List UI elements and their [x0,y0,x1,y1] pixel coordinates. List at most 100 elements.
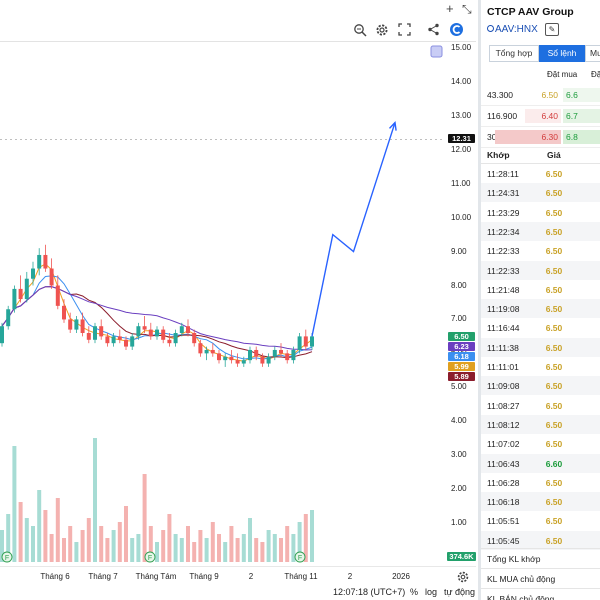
candle-body [55,285,60,306]
trade-price: 6.50 [545,535,563,546]
trade-price-header: Giá [547,150,561,160]
candle-body [130,336,135,347]
time-axis-label: Tháng 7 [88,572,118,581]
volume-bar [279,538,283,562]
indicator-price-tag: 6.50 [448,332,475,341]
trade-time: 11:16:44 [487,323,520,334]
auto-toggle[interactable]: tự động [444,587,476,597]
trade-row[interactable]: 11:22:33 6.50 [481,260,600,280]
edit-icon[interactable]: ✎ [545,23,559,36]
fullscreen-icon[interactable] [398,23,411,36]
trade-price: 6.50 [545,419,563,430]
chart-toggle-button[interactable] [430,45,443,58]
trade-row[interactable]: 11:28:11 6.50 [481,164,600,183]
trade-row[interactable]: 11:16:44 6.50 [481,318,600,337]
trade-row[interactable]: 11:06:18 6.50 [481,492,600,512]
trade-row[interactable]: 11:09:08 6.50 [481,376,600,396]
candle-body [161,329,166,340]
volume-bar [142,474,147,562]
trade-row[interactable]: 11:05:51 6.50 [481,511,600,530]
chart-status-bar: 12:07:18 (UTC+7) % log tự động [0,584,476,600]
chart-window-bar: + ⤡ [0,0,476,18]
tab-summary[interactable]: Tổng hợp [489,45,539,62]
candle-body [229,356,234,361]
trade-price: 6.50 [545,362,563,372]
projection-line[interactable] [311,122,396,337]
trade-row[interactable]: 11:19:08 6.50 [481,299,600,319]
tab-order-book[interactable]: Sổ lệnh [539,45,585,62]
order-book-row[interactable]: 43.300 6.50 6.6 [481,84,600,106]
event-marker[interactable] [144,551,156,563]
candle-body [93,326,97,340]
trade-row[interactable]: 11:11:38 6.50 [481,337,600,357]
log-toggle[interactable]: log [425,587,438,597]
volume-bar [241,534,246,562]
trade-row[interactable]: 11:21:48 6.50 [481,280,600,299]
event-marker[interactable] [1,551,13,563]
volume-bar [235,538,240,562]
trade-time: 11:06:18 [487,497,520,508]
share-icon[interactable] [427,23,440,36]
trade-row[interactable]: 11:06:43 6.60 [481,453,600,473]
candle-body [297,336,302,350]
clock-readout: 12:07:18 (UTC+7) [333,587,406,597]
trade-price: 6.50 [545,304,563,315]
price-axis-label: 4.00 [451,416,467,426]
zoom-icon[interactable] [353,23,367,37]
trade-row[interactable]: 11:24:31 6.50 [481,183,600,203]
candle-body [74,319,79,330]
volume-bar [124,506,128,562]
projection-drawing[interactable] [311,121,397,337]
price-axis[interactable]: 15.00 14.00 13.00 12.00 11.00 10.00 9.00 8.00 7.… [445,42,476,562]
candle-body [148,329,153,337]
price-axis-label: 8.00 [451,280,467,290]
time-axis[interactable]: Tháng 6 Tháng 7 Tháng Tám Tháng 9 2 Tháng 11 2… [0,566,476,584]
trade-row[interactable]: 11:22:34 6.50 [481,221,600,241]
trade-price: 6.50 [545,169,563,179]
trade-time: 11:19:08 [487,304,520,315]
trade-time: 11:06:28 [487,477,520,488]
trade-row[interactable]: 11:05:45 6.50 [481,530,600,550]
percent-toggle[interactable]: % [410,587,419,597]
add-icon[interactable]: + [446,1,454,16]
stock-panel: CTCP AAV Group AAV:HNX ✎ Tổng hợp Sổ lện… [478,0,600,600]
trade-row[interactable]: 11:06:28 6.50 [481,473,600,492]
event-marker-label: F [298,555,302,562]
candle-body [291,349,296,361]
trade-price: 6.50 [545,516,563,527]
collapse-icon[interactable]: ⤡ [462,2,472,16]
axis-settings-icon[interactable] [456,570,470,584]
candle-body [198,343,203,354]
order-book-row[interactable]: 116.900 6.40 6.7 [481,105,600,127]
price-axis-label: 9.00 [451,246,467,256]
volume-bar [55,498,60,562]
trade-row[interactable]: 11:11:01 6.50 [481,357,600,376]
trade-price: 6.50 [545,439,563,450]
trade-row[interactable]: 11:07:02 6.50 [481,434,600,453]
chart-pane[interactable]: + ⤡ [0,0,476,600]
volume-bar [111,530,116,562]
event-marker[interactable] [294,551,306,563]
trade-row[interactable]: 11:08:27 6.50 [481,396,600,415]
candle-body [80,319,85,333]
order-book-row[interactable]: 302.7006.306.8 [481,126,600,148]
trade-time: 11:08:27 [487,400,520,411]
price-axis-label: 2.00 [451,484,467,494]
trade-row[interactable]: 11:08:12 6.50 [481,414,600,434]
volume-bar [223,542,228,562]
ask-header: Đặt [591,70,600,79]
trade-row[interactable]: 11:22:33 6.50 [481,241,600,260]
candle-body [86,333,91,340]
ticker-symbol[interactable]: AAV:HNX [487,24,538,35]
brand-icon[interactable] [449,22,464,37]
settings-icon[interactable] [375,23,389,37]
trade-row[interactable]: 11:23:29 6.50 [481,203,600,222]
trade-time: 11:08:12 [487,419,520,430]
tab-more[interactable]: Mu [585,45,600,62]
volume-bar [86,518,91,562]
volume-bar [297,522,302,562]
projection-arrow-head[interactable] [388,121,397,131]
